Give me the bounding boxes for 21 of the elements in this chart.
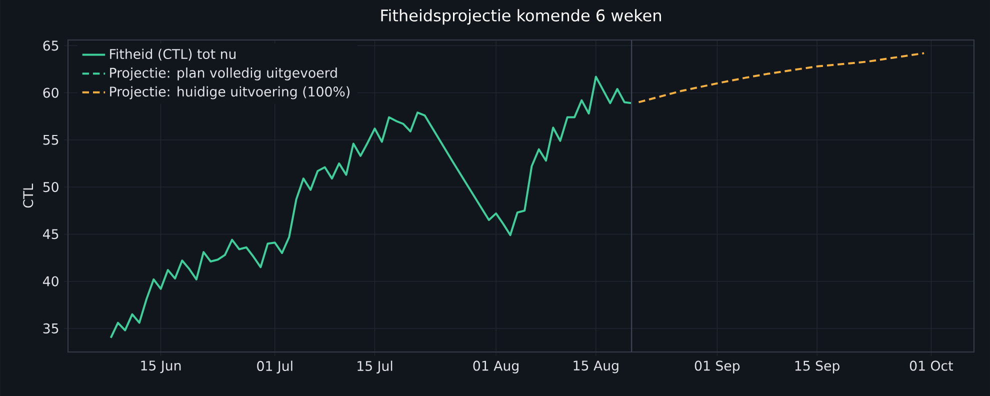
x-tick-label: 01 Jul (257, 360, 292, 374)
line-series (638, 52, 926, 104)
y-tick-label: 60 (43, 88, 58, 98)
legend-label: Projectie: huidige uitvoering (100%) (110, 86, 350, 100)
y-tick-label: 40 (42, 276, 58, 286)
chart-title: Fitheidsprojectie komende 6 weken (381, 9, 661, 25)
y-axis-title: CTL (23, 184, 34, 208)
x-tick-label: 15 Jul (358, 360, 392, 374)
legend-label: Projectie: plan volledig uitgevoerd (110, 67, 337, 80)
y-tick-label: 65 (43, 40, 58, 51)
x-tick-label: 01 Oct (910, 360, 953, 371)
y-tick-label: 45 (42, 229, 58, 240)
y-tick-label: 35 (43, 323, 58, 334)
x-tick-label: 15 Sep (795, 360, 840, 374)
y-tick-label: 55 (43, 134, 58, 145)
x-tick-label: 01 Sep (694, 360, 740, 374)
legend-label: Fitheid (CTL) tot nu (110, 48, 236, 61)
x-tick-label: 15 Aug (574, 360, 618, 374)
x-tick-label: 01 Aug (473, 360, 518, 374)
y-tick-label: 50 (43, 182, 58, 192)
x-tick-label: 15 Jun (141, 360, 181, 374)
